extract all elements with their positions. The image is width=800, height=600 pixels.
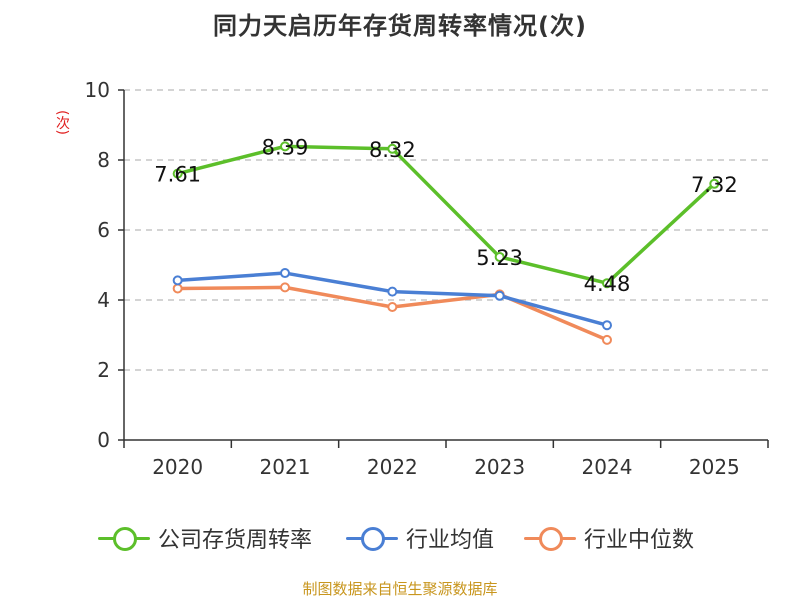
y-tick-label-0: 0	[97, 428, 110, 452]
data-label-2024: 4.48	[584, 272, 631, 296]
series-1-point-2020[interactable]	[172, 275, 183, 286]
data-labels: 7.61 8.39 8.32 5.23 4.48 7.32	[154, 135, 737, 296]
legend-label-industry-median: 行业中位数	[584, 528, 695, 553]
series-0-point-2025[interactable]	[709, 178, 720, 189]
series-1-point-2021[interactable]	[280, 268, 290, 279]
series-1-point-2023[interactable]	[494, 290, 505, 301]
y-tick-label-4: 4	[97, 288, 110, 312]
x-tick-label-2021: 2021	[260, 455, 311, 479]
data-label-2021: 8.39	[262, 135, 309, 159]
chart-title: 同力天启历年存货周转率情况(次)	[213, 12, 587, 40]
series-0-point-2022[interactable]	[387, 143, 398, 154]
legend-marker-company	[98, 518, 150, 558]
legend: 公司存货周转率 行业均值 行业中位数	[0, 518, 800, 558]
legend-label-industry-mean: 行业均值	[406, 528, 495, 553]
legend-item-industry-median[interactable]: 行业中位数	[524, 518, 694, 558]
series-0-point-2024[interactable]	[602, 278, 612, 289]
data-label-2022: 8.32	[369, 138, 416, 162]
series-lines	[172, 141, 720, 345]
y-axis-unit-label: (次)	[54, 110, 70, 135]
x-tick-label-2020: 2020	[152, 455, 203, 479]
series-line-0	[175, 144, 717, 285]
series-2-point-2020[interactable]	[172, 283, 183, 294]
legend-marker-industry-median	[524, 518, 576, 558]
x-tick-label-2022: 2022	[367, 455, 418, 479]
legend-item-industry-mean[interactable]: 行业均值	[346, 518, 494, 558]
series-0-point-2021[interactable]	[280, 141, 290, 152]
gridlines	[124, 89, 768, 371]
y-tick-label-10: 10	[85, 78, 110, 102]
x-tick-label-2025: 2025	[689, 455, 740, 479]
legend-marker-industry-mean	[346, 518, 398, 558]
y-tick-label-2: 2	[97, 358, 110, 382]
series-2-point-2022[interactable]	[387, 302, 398, 312]
series-1-point-2024[interactable]	[602, 320, 612, 331]
legend-item-company[interactable]: 公司存货周转率	[98, 518, 312, 558]
series-2-point-2021[interactable]	[280, 282, 290, 293]
series-2-point-2024[interactable]	[602, 334, 612, 345]
series-1-point-2022[interactable]	[387, 286, 398, 297]
data-label-2025: 7.32	[691, 173, 738, 197]
legend-label-company: 公司存货周转率	[158, 528, 313, 553]
series-0-point-2023[interactable]	[494, 251, 505, 262]
x-tick-label-2024: 2024	[582, 455, 633, 479]
y-tick-label-6: 6	[97, 218, 110, 242]
x-tick-label-2023: 2023	[474, 455, 525, 479]
data-source-note: 制图数据来自恒生聚源数据库	[302, 580, 498, 598]
data-label-2023: 5.23	[476, 246, 523, 270]
data-label-2020: 7.61	[154, 163, 201, 187]
y-tick-label-8: 8	[97, 148, 110, 172]
axes: 0 2 4 6 8 10 2020 2021 2022 2023 2024 2025	[85, 78, 769, 479]
series-line-1	[175, 271, 609, 327]
series-0-point-2020[interactable]	[172, 168, 183, 179]
